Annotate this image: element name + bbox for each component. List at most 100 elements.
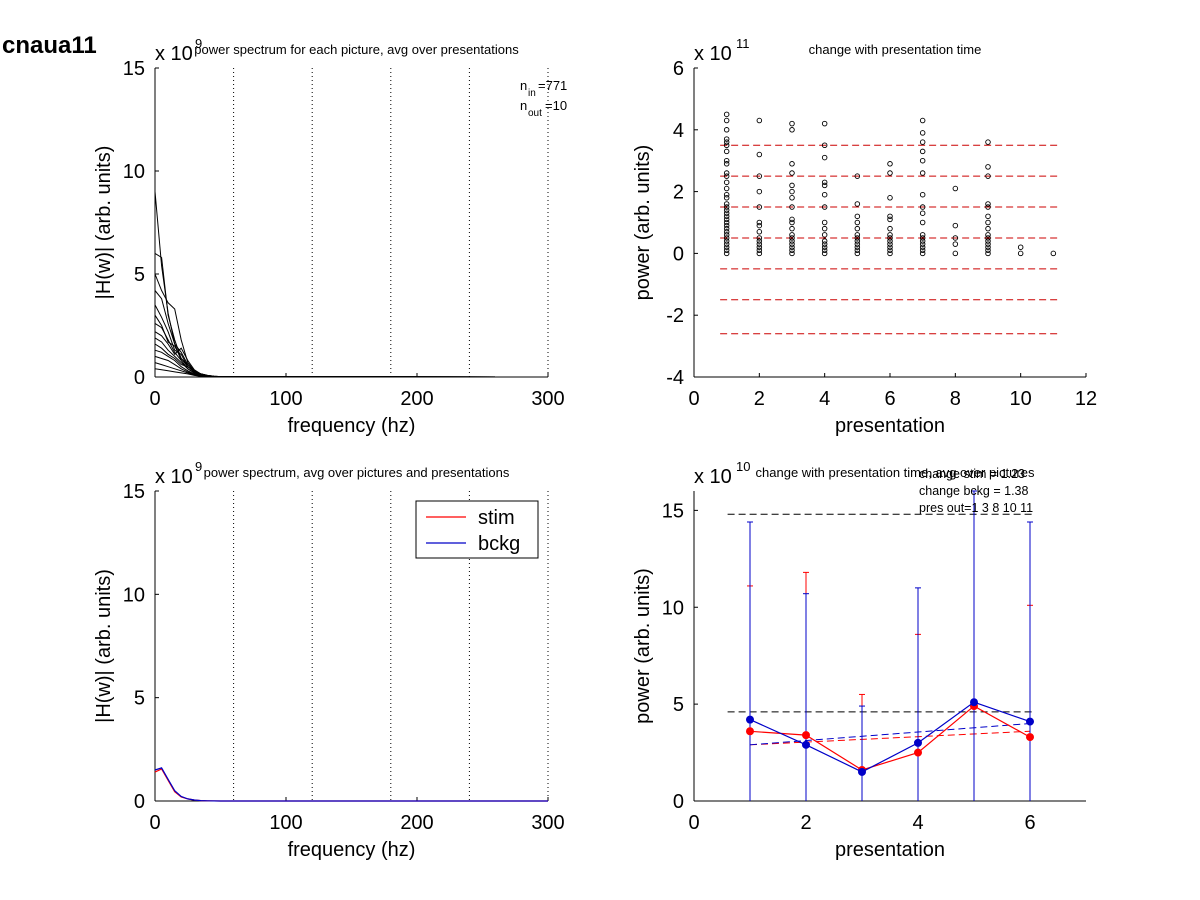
exponent-label: x 10 bbox=[155, 466, 193, 488]
data-point-bckg bbox=[970, 698, 978, 707]
spectrum-curve bbox=[154, 304, 549, 378]
data-point bbox=[952, 185, 959, 192]
data-point bbox=[887, 161, 893, 167]
data-point bbox=[821, 219, 828, 226]
data-point bbox=[985, 173, 991, 179]
x-tick-label: 200 bbox=[400, 388, 433, 410]
legend-box bbox=[415, 500, 539, 559]
data-point bbox=[985, 213, 991, 220]
spectrum-curve bbox=[154, 355, 549, 378]
data-point bbox=[723, 127, 730, 133]
data-point bbox=[723, 136, 730, 142]
data-point bbox=[723, 117, 730, 124]
series-line-bckg bbox=[154, 767, 548, 802]
data-point bbox=[821, 250, 828, 257]
spectrum-curve bbox=[154, 337, 549, 378]
x-tick-label: 200 bbox=[400, 812, 433, 834]
plot-title: change with presentation time bbox=[809, 42, 982, 57]
data-point bbox=[919, 170, 926, 176]
data-point bbox=[854, 201, 861, 207]
exponent-label: x 10 bbox=[694, 466, 732, 488]
plot-title: change with presentation time, avg over … bbox=[756, 465, 1035, 480]
data-point bbox=[919, 130, 926, 136]
data-point-bckg bbox=[746, 715, 754, 724]
x-tick-label: 6 bbox=[1024, 812, 1035, 834]
x-tick-label: 4 bbox=[912, 812, 923, 834]
data-point bbox=[821, 179, 828, 186]
data-point bbox=[985, 164, 991, 170]
data-point bbox=[756, 247, 763, 254]
y-tick-label: 0 bbox=[134, 791, 145, 813]
x-tick-label: 300 bbox=[531, 812, 564, 834]
data-point bbox=[756, 235, 763, 241]
y-tick-label: 10 bbox=[123, 584, 145, 606]
data-point bbox=[723, 219, 730, 226]
n-in-value: =771 bbox=[538, 78, 567, 93]
data-point bbox=[723, 247, 730, 254]
y-tick-label: 15 bbox=[123, 58, 145, 80]
data-point bbox=[919, 241, 926, 247]
data-point bbox=[789, 195, 795, 201]
data-point bbox=[985, 225, 991, 232]
data-point bbox=[854, 247, 861, 254]
data-point bbox=[789, 188, 795, 195]
data-point bbox=[952, 241, 959, 247]
y-tick-label: 5 bbox=[134, 688, 145, 710]
x-tick-label: 0 bbox=[149, 812, 160, 834]
data-point bbox=[854, 232, 861, 238]
data-point bbox=[756, 219, 763, 226]
data-point bbox=[854, 213, 861, 220]
x-tick-label: 0 bbox=[149, 388, 160, 410]
data-point bbox=[789, 216, 795, 223]
x-tick-label: 4 bbox=[819, 388, 830, 410]
x-axis-label: frequency (hz) bbox=[288, 415, 416, 437]
x-tick-label: 100 bbox=[269, 812, 302, 834]
data-point bbox=[985, 247, 991, 254]
y-tick-label: 15 bbox=[123, 481, 145, 503]
data-point bbox=[821, 244, 828, 250]
data-point bbox=[756, 173, 763, 179]
spectrum-curve bbox=[154, 349, 549, 378]
spectrum-curve bbox=[154, 290, 549, 378]
y-tick-label: 10 bbox=[123, 161, 145, 183]
data-point bbox=[919, 250, 926, 257]
data-point bbox=[887, 247, 893, 254]
x-axis-label: presentation bbox=[835, 415, 945, 437]
y-tick-label: 2 bbox=[673, 182, 684, 204]
data-point bbox=[1017, 250, 1024, 257]
x-tick-label: 8 bbox=[950, 388, 961, 410]
data-point bbox=[723, 216, 730, 223]
exponent-superscript: 9 bbox=[195, 459, 202, 474]
data-point bbox=[723, 201, 730, 207]
data-point bbox=[723, 210, 730, 216]
data-point bbox=[789, 235, 795, 241]
data-point bbox=[723, 238, 730, 244]
data-point bbox=[821, 238, 828, 244]
data-point bbox=[723, 222, 730, 229]
data-point bbox=[985, 204, 991, 210]
data-point bbox=[887, 232, 893, 238]
spectrum-curve bbox=[154, 252, 549, 378]
x-tick-label: 10 bbox=[1010, 388, 1032, 410]
y-axis-label: power (arb. units) bbox=[632, 568, 654, 724]
data-point bbox=[854, 219, 861, 226]
legend-label-stim: stim bbox=[478, 507, 515, 529]
data-point bbox=[887, 213, 893, 220]
data-point bbox=[723, 173, 730, 179]
data-point bbox=[723, 142, 730, 148]
data-point-stim bbox=[1026, 733, 1034, 742]
data-point bbox=[723, 213, 730, 220]
data-point bbox=[854, 173, 861, 179]
figure-title: cnaua11 bbox=[2, 32, 97, 59]
data-point bbox=[985, 238, 991, 244]
panel-power-spectrum-each-picture: 0 100 200 300 0 5 10 15 frequency (hz) |H(w)| (ar… bbox=[93, 36, 567, 437]
trend-line-bckg bbox=[749, 723, 1031, 746]
data-point bbox=[821, 182, 828, 189]
spectrum-curve bbox=[154, 343, 549, 378]
data-point bbox=[821, 204, 828, 210]
data-point bbox=[821, 225, 828, 232]
y-tick-label: 6 bbox=[673, 58, 684, 80]
n-out-label: n bbox=[520, 98, 527, 113]
series-line-stim bbox=[749, 705, 1031, 771]
